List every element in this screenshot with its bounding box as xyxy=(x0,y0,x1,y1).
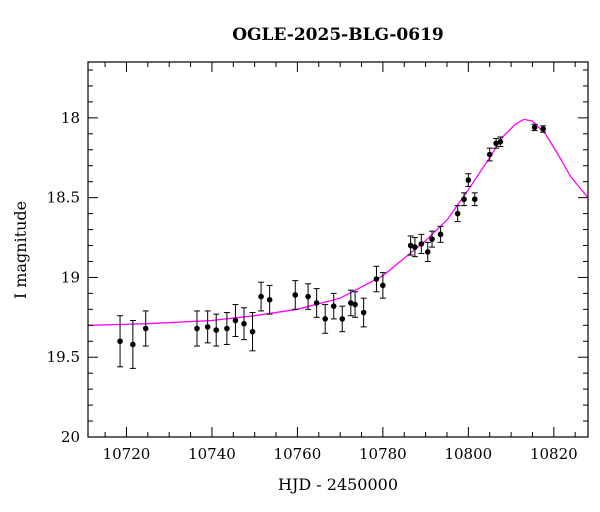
point-marker xyxy=(407,242,414,249)
x-tick-label: 10720 xyxy=(103,445,151,463)
plot-area xyxy=(88,118,588,369)
data-point-19 xyxy=(347,289,354,317)
data-point-13 xyxy=(292,280,299,310)
point-marker xyxy=(418,241,425,247)
point-marker xyxy=(313,300,320,306)
point-marker xyxy=(249,328,256,335)
point-marker xyxy=(486,151,493,158)
point-marker xyxy=(373,276,380,282)
data-point-2 xyxy=(129,320,136,369)
data-point-32 xyxy=(465,173,472,187)
data-point-24 xyxy=(407,235,414,256)
data-point-20 xyxy=(352,291,359,318)
point-marker xyxy=(266,296,273,303)
axis-ticks: 10720 10740 10760 10780 10800 10820 18 18.5 19 19… xyxy=(47,62,588,463)
data-point-6 xyxy=(213,313,220,347)
y-tick-label: 20 xyxy=(61,428,80,446)
data-point-3 xyxy=(142,310,149,347)
point-marker xyxy=(339,316,346,322)
data-point-26 xyxy=(418,233,425,254)
point-marker xyxy=(429,236,435,242)
x-tick-label: 10820 xyxy=(530,445,578,463)
data-point-37 xyxy=(531,123,538,132)
point-marker xyxy=(454,210,461,217)
point-marker xyxy=(471,196,478,203)
point-marker xyxy=(322,316,328,322)
data-point-23 xyxy=(379,272,386,299)
data-point-30 xyxy=(454,205,461,223)
data-point-25 xyxy=(411,237,418,258)
x-tick-label: 10780 xyxy=(359,445,407,463)
point-marker xyxy=(117,338,123,345)
data-point-33 xyxy=(471,192,478,207)
y-tick-label: 18 xyxy=(61,109,80,127)
point-marker xyxy=(232,317,239,324)
data-point-35 xyxy=(493,138,500,149)
data-point-1 xyxy=(117,315,124,368)
point-marker xyxy=(258,293,264,300)
point-marker xyxy=(493,140,499,147)
point-marker xyxy=(360,309,367,316)
point-marker xyxy=(348,300,354,306)
point-marker xyxy=(305,293,311,300)
x-axis-label: HJD - 2450000 xyxy=(278,475,398,494)
plot-frame xyxy=(87,61,589,438)
point-marker xyxy=(437,231,444,238)
data-point-31 xyxy=(461,192,468,207)
data-point-14 xyxy=(305,283,312,310)
point-marker xyxy=(224,325,230,332)
point-marker xyxy=(241,320,247,327)
point-marker xyxy=(540,126,546,132)
point-marker xyxy=(461,196,467,203)
y-tick-label: 19.5 xyxy=(47,348,80,366)
data-point-17 xyxy=(330,292,337,320)
data-point-22 xyxy=(373,265,380,293)
point-marker xyxy=(380,282,386,289)
x-tick-label: 10740 xyxy=(188,445,236,463)
data-point-7 xyxy=(223,312,230,345)
x-tick-label: 10800 xyxy=(444,445,492,463)
data-point-27 xyxy=(424,241,431,262)
data-point-38 xyxy=(540,125,547,133)
data-point-29 xyxy=(437,225,444,243)
data-point-11 xyxy=(258,281,265,312)
data-point-36 xyxy=(497,136,504,148)
point-marker xyxy=(352,301,358,308)
data-point-16 xyxy=(322,304,329,334)
point-marker xyxy=(412,244,418,250)
data-point-10 xyxy=(249,312,256,352)
point-marker xyxy=(424,249,431,255)
point-marker xyxy=(142,325,149,332)
point-marker xyxy=(465,177,472,183)
x-tick-label: 10760 xyxy=(274,445,322,463)
data-point-12 xyxy=(266,284,273,315)
data-point-21 xyxy=(360,297,367,328)
y-tick-label: 19 xyxy=(61,268,80,286)
data-point-18 xyxy=(339,305,346,333)
data-point-8 xyxy=(232,304,239,337)
point-marker xyxy=(194,325,200,332)
data-point-34 xyxy=(486,147,493,162)
model-curve xyxy=(88,118,588,326)
y-axis-label: I magnitude xyxy=(11,201,30,299)
y-tick-label: 18.5 xyxy=(47,189,80,207)
data-point-15 xyxy=(313,288,320,318)
point-marker xyxy=(292,292,299,298)
point-marker xyxy=(204,324,211,330)
point-marker xyxy=(330,303,337,309)
data-point-9 xyxy=(240,307,247,341)
data-point-5 xyxy=(204,310,211,344)
point-marker xyxy=(130,341,136,348)
point-marker xyxy=(531,124,538,131)
data-point-4 xyxy=(193,310,200,347)
point-marker xyxy=(213,327,220,333)
chart-title: OGLE-2025-BLG-0619 xyxy=(232,25,444,45)
point-marker xyxy=(497,138,504,145)
data-point-28 xyxy=(429,230,436,248)
